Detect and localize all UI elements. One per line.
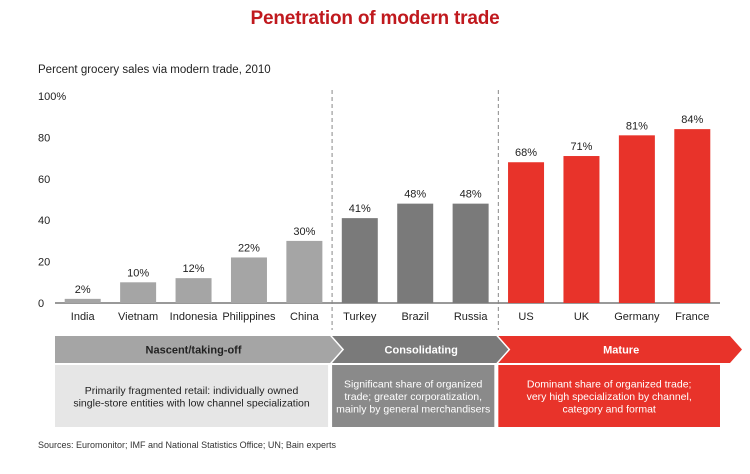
category-label: Brazil	[401, 311, 429, 323]
bar	[286, 240, 323, 303]
bar	[618, 135, 655, 303]
sources-note: Sources: Euromonitor; IMF and National S…	[38, 440, 336, 450]
category-label: Philippines	[222, 311, 276, 323]
bar	[64, 298, 101, 303]
bar	[397, 203, 434, 303]
stage-label-nascent: Nascent/taking-off	[146, 345, 242, 357]
bar-value-label: 30%	[293, 226, 315, 238]
bar-value-label: 48%	[404, 189, 426, 201]
bar-value-label: 68%	[515, 147, 537, 159]
category-label: Germany	[614, 311, 660, 323]
category-label: US	[518, 311, 533, 323]
category-label: Russia	[454, 311, 489, 323]
chart-title: Penetration of modern trade	[250, 8, 500, 29]
stage-description-box-mature	[498, 365, 720, 427]
bar-value-label: 2%	[75, 284, 91, 296]
bar	[341, 218, 378, 303]
stage-description-line: Dominant share of organized trade;	[527, 379, 692, 391]
y-tick-label: 0	[38, 298, 44, 310]
category-label: Vietnam	[118, 311, 158, 323]
category-label: France	[675, 311, 709, 323]
stage-description-line: Significant share of organized	[344, 379, 482, 391]
stage-description-line: Primarily fragmented retail: individuall…	[85, 385, 299, 397]
stage-description-box-nascent	[55, 365, 329, 427]
bar-value-label: 41%	[349, 203, 371, 215]
bar-value-label: 81%	[626, 120, 648, 132]
bar-value-label: 12%	[183, 263, 205, 275]
bar	[175, 278, 212, 303]
bar	[452, 203, 489, 303]
bar	[230, 257, 267, 303]
bar-value-label: 22%	[238, 242, 260, 254]
y-tick-label: 60	[38, 174, 50, 186]
stage-arrow-nascent	[55, 336, 343, 363]
stage-arrow-consolidating	[332, 336, 509, 363]
y-tick-label: 100%	[38, 91, 66, 103]
stage-label-consolidating: Consolidating	[385, 345, 458, 357]
chart-subtitle: Percent grocery sales via modern trade, …	[38, 64, 271, 76]
category-label: China	[290, 311, 320, 323]
bar	[563, 156, 600, 303]
stage-description-line: very high specialization by channel,	[527, 391, 692, 403]
stage-label-mature: Mature	[603, 345, 639, 357]
bar-value-label: 84%	[681, 114, 703, 126]
stage-arrow-mature	[498, 336, 742, 363]
category-label: Turkey	[343, 311, 377, 323]
stage-description-line: category and format	[562, 404, 655, 416]
stage-description-line: trade; greater corporatization,	[344, 391, 482, 403]
category-label: Indonesia	[170, 311, 219, 323]
bar-value-label: 71%	[570, 141, 592, 153]
category-label: India	[71, 311, 96, 323]
category-label: UK	[574, 311, 590, 323]
stage-description-line: mainly by general merchandisers	[336, 404, 490, 416]
stage-description-line: single-store entities with low channel s…	[73, 397, 310, 409]
bar-value-label: 48%	[460, 189, 482, 201]
y-tick-label: 80	[38, 132, 50, 144]
stage-description-box-consolidating	[332, 365, 495, 427]
bar-value-label: 10%	[127, 267, 149, 279]
y-tick-label: 40	[38, 215, 50, 227]
bar	[508, 162, 545, 303]
bar	[674, 129, 711, 303]
bar	[120, 282, 157, 303]
y-tick-label: 20	[38, 257, 50, 269]
